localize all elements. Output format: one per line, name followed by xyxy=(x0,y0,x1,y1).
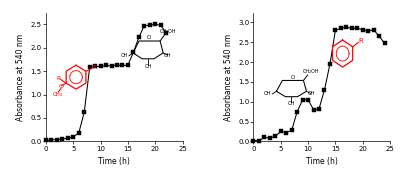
Y-axis label: Absorbance at 540 nm: Absorbance at 540 nm xyxy=(16,33,25,120)
X-axis label: Time (h): Time (h) xyxy=(306,157,338,166)
X-axis label: Time (h): Time (h) xyxy=(98,157,130,166)
Y-axis label: Absorbance at 540 nm: Absorbance at 540 nm xyxy=(224,33,232,120)
